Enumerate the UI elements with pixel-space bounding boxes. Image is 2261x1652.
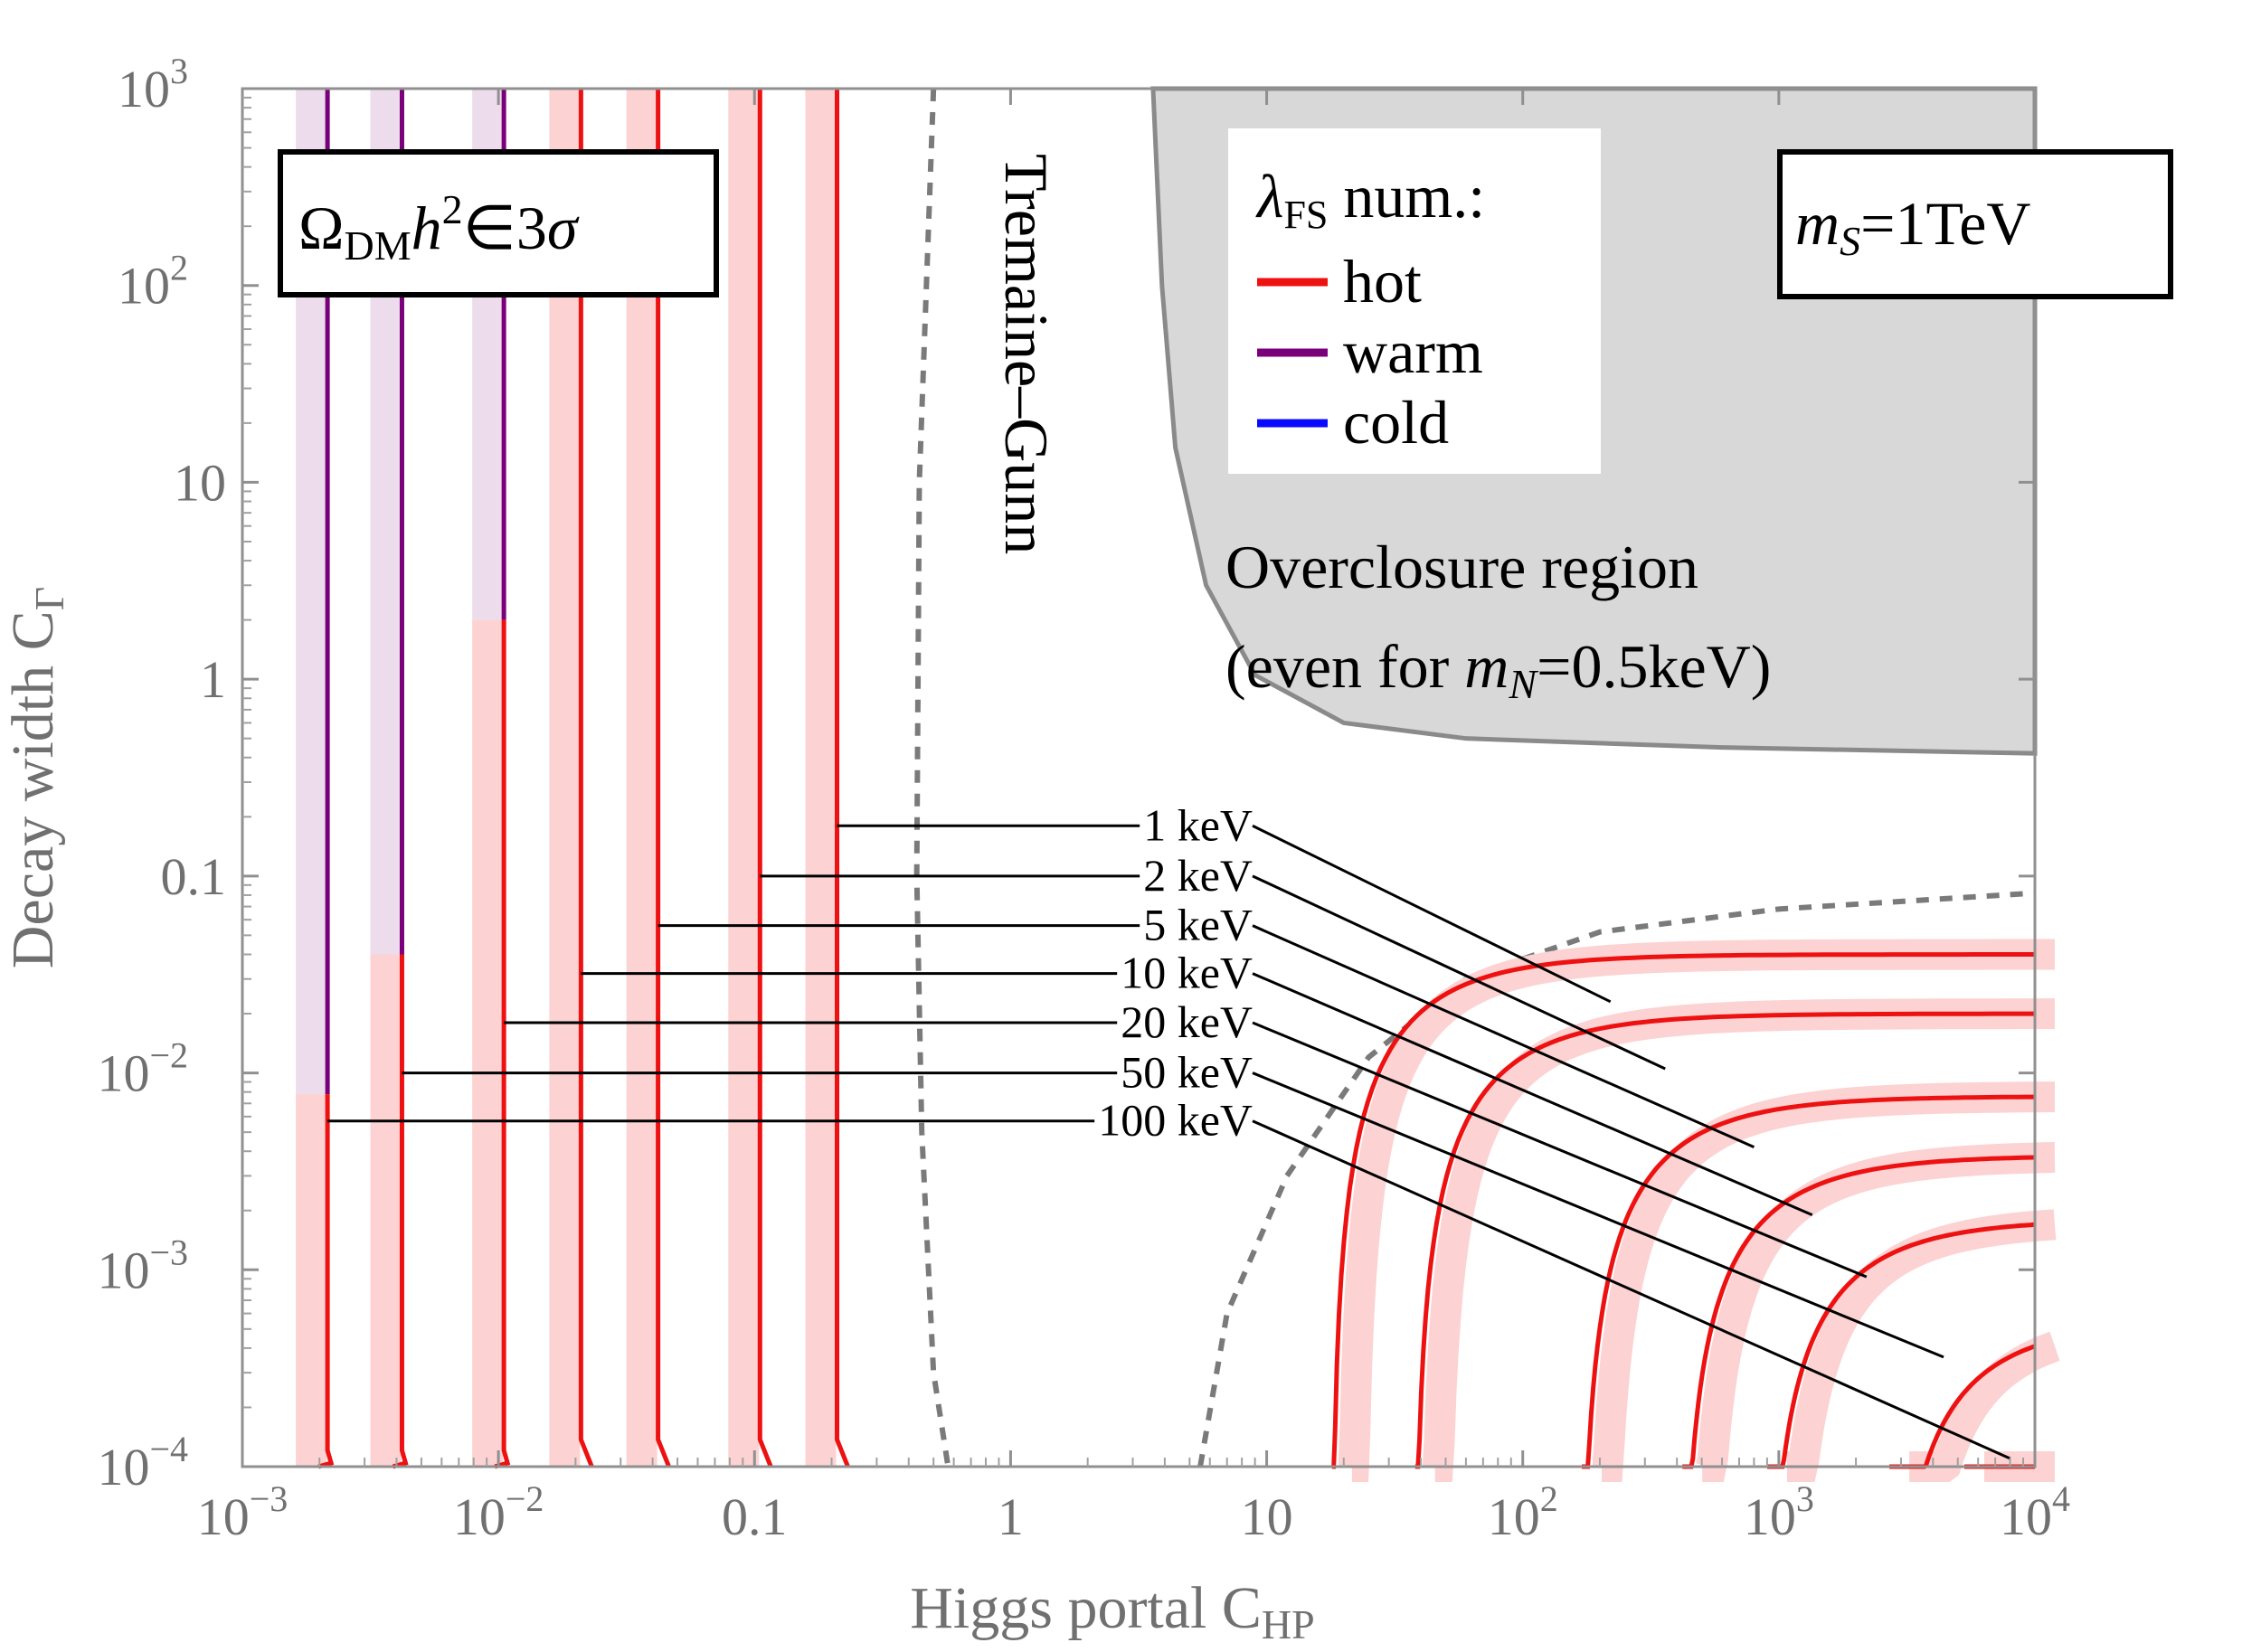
mass-label-1: 2 keV [1143, 850, 1253, 901]
y-tick-label-4: 1 [200, 650, 226, 709]
legend-label-warm: warm [1343, 317, 1483, 386]
contour-line-hot-1 [392, 954, 409, 1469]
leader-right-6 [1252, 1119, 2011, 1460]
contour-line-hot-5 [757, 89, 773, 1468]
right-contour-line-0 [1331, 952, 2035, 1469]
leader-right-4 [1252, 1021, 1868, 1279]
right-contour-band-3 [1696, 1142, 2056, 1482]
y-tick-label-5: 10 [174, 453, 226, 512]
svg-text:mS=1TeV: mS=1TeV [1795, 189, 2031, 264]
right-contour-line-2 [1582, 1094, 2035, 1469]
relic-abundance-box: ΩDMh2∈3σ [278, 149, 719, 297]
legend-label-hot: hot [1343, 247, 1422, 316]
x-tick-label-7: 104 [2000, 1478, 2070, 1546]
y-tick-label-3: 0.1 [161, 847, 227, 906]
contour-line-hot-3 [578, 89, 594, 1468]
leader-right-5 [1252, 1071, 1944, 1359]
plot-frame [241, 87, 2037, 1468]
y-tick-label-7: 103 [118, 51, 188, 118]
mass-label-3: 10 keV [1121, 948, 1253, 998]
x-tick-label-4: 10 [1241, 1487, 1293, 1546]
x-tick-label-6: 103 [1744, 1478, 1814, 1546]
contour-line-hot-2 [494, 619, 511, 1469]
svg-text:ΩDMh2∈3σ: ΩDMh2∈3σ [298, 186, 580, 269]
y-tick-label-1: 10−3 [97, 1232, 188, 1299]
overclosure-label-line2: (even for mN=0.5keV) [1225, 632, 1771, 707]
mass-label-4: 20 keV [1121, 996, 1253, 1047]
mass-label-0: 1 keV [1143, 799, 1253, 850]
y-tick-label-0: 10−4 [97, 1429, 188, 1496]
x-tick-label-5: 102 [1488, 1478, 1558, 1546]
tremaine-gunn-label: Tremaine–Gunn [992, 154, 1061, 554]
y-tick-label-2: 10−2 [97, 1035, 188, 1103]
leader-lines-layer [327, 824, 2011, 1460]
x-tick-label-2: 0.1 [722, 1487, 788, 1546]
leader-right-0 [1252, 824, 1612, 1004]
y-axis-title: Decay width CΓ [0, 587, 72, 969]
svg-text:λFS num.:: λFS num.: [1255, 162, 1485, 237]
leader-right-2 [1252, 924, 1755, 1148]
y-tick-label-6: 102 [118, 248, 188, 316]
contour-line-hot-0 [317, 1094, 335, 1469]
right-contour-line-1 [1414, 1011, 2035, 1469]
overclosure-label-line1: Overclosure region [1225, 533, 1698, 601]
leader-right-1 [1252, 874, 1666, 1071]
mass-label-6: 100 keV [1098, 1095, 1253, 1146]
mass-label-5: 50 keV [1121, 1047, 1253, 1098]
contour-line-hot-4 [656, 89, 671, 1468]
mass-box: mS=1TeV [1777, 149, 2173, 299]
legend-label-cold: cold [1343, 388, 1449, 457]
axis-ticks-layer: 10−3 10−2 0.1 1 10 102 103 10410−410−310−20.111… [97, 51, 2070, 1546]
contour-line-hot-6 [835, 89, 850, 1468]
right-contour-line-3 [1682, 1155, 2036, 1469]
leader-right-3 [1252, 972, 1813, 1216]
tremaine-gunn-boundary-left [913, 88, 951, 1468]
x-tick-label-3: 1 [998, 1487, 1024, 1546]
x-tick-label-1: 10−2 [453, 1478, 544, 1546]
mass-label-2: 5 keV [1143, 900, 1253, 950]
x-tick-label-0: 10−3 [197, 1478, 289, 1546]
x-axis-title: Higgs portal CHP [910, 1575, 1314, 1647]
